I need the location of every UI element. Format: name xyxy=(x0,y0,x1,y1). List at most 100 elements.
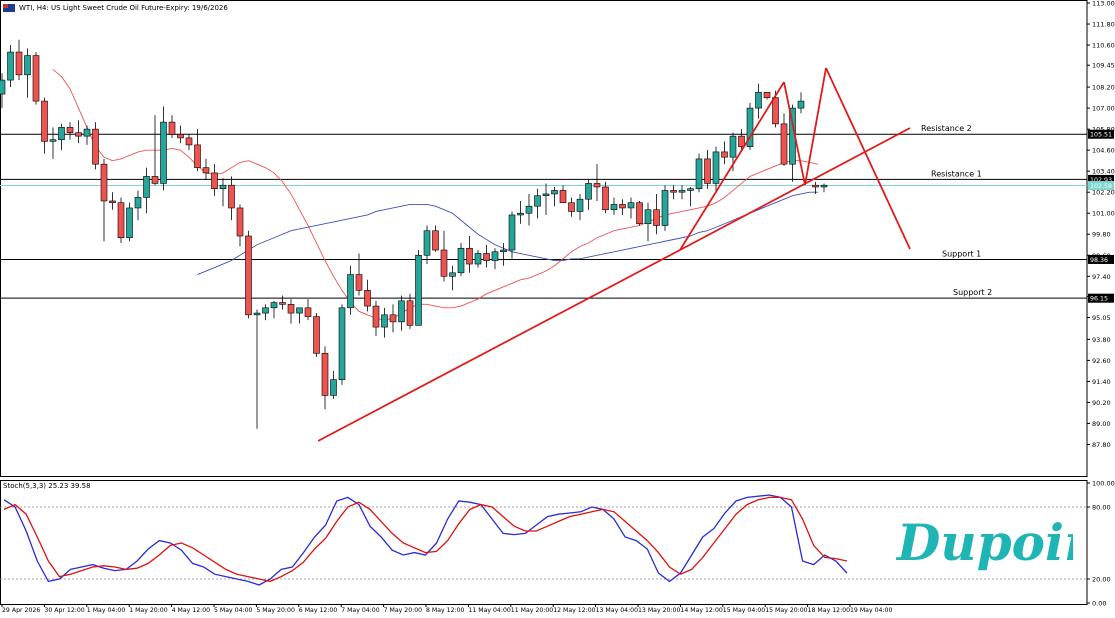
candle-body xyxy=(406,300,414,326)
price-tag-label: 96.15 xyxy=(1090,296,1108,303)
y-tick-label: 93.80 xyxy=(1092,336,1111,344)
candle-body xyxy=(398,300,405,323)
candle-body xyxy=(525,205,533,214)
candle-body xyxy=(636,202,643,225)
candle-body xyxy=(721,151,728,158)
candle-body xyxy=(670,190,677,193)
candle-body xyxy=(287,304,295,314)
candle-body xyxy=(746,107,754,147)
candle-body xyxy=(593,183,601,188)
candle-body xyxy=(704,158,711,184)
x-tick-label: 1 May 04:00 xyxy=(87,607,126,614)
candle-body xyxy=(372,305,380,328)
candle-body xyxy=(712,151,720,184)
candle-body xyxy=(236,207,244,237)
x-tick-label: 7 May 04:00 xyxy=(341,607,380,614)
candle-body xyxy=(168,121,176,135)
x-tick-label: 4 May 12:00 xyxy=(172,607,211,614)
y-tick-label: 105.80 xyxy=(1092,126,1115,134)
candle-body xyxy=(41,100,48,142)
flag-icon xyxy=(3,4,15,12)
candle-body xyxy=(653,209,660,226)
x-tick-label: 5 May 20:00 xyxy=(256,607,295,614)
x-tick-label: 12 May 12:00 xyxy=(553,607,595,614)
candle-body xyxy=(15,51,23,76)
price-tag xyxy=(1088,293,1114,303)
y-tick-label: 104.60 xyxy=(1092,147,1115,155)
candle-body xyxy=(313,316,320,354)
x-tick-label: 11 May 20:00 xyxy=(511,607,553,614)
candle-body xyxy=(678,190,686,193)
y-tick-label: 102.20 xyxy=(1092,189,1115,197)
x-tick-label: 15 May 20:00 xyxy=(765,607,807,614)
y-tick-label: 107.00 xyxy=(1092,105,1115,113)
candle-body xyxy=(415,254,422,326)
candle-body xyxy=(338,307,346,380)
x-tick-label: 29 Apr 2026 xyxy=(2,607,40,614)
candle-body xyxy=(117,202,125,239)
y-tick-label: 101.00 xyxy=(1092,210,1115,218)
candle-body xyxy=(738,135,745,147)
candle-body xyxy=(0,79,6,95)
y-tick-label: 103.40 xyxy=(1092,168,1115,176)
candle-body xyxy=(661,190,669,226)
stoch-signal-line xyxy=(3,496,848,583)
main-plot-frame xyxy=(0,0,1088,477)
candle-body xyxy=(262,307,269,314)
x-tick-label: 14 May 12:00 xyxy=(680,607,722,614)
candle-body xyxy=(330,379,337,396)
candle-body xyxy=(24,55,31,76)
candle-body xyxy=(491,251,499,261)
candle-body xyxy=(449,272,456,277)
candle-body xyxy=(610,204,618,211)
candle-body xyxy=(508,214,516,251)
price-tag-label: 98.36 xyxy=(1090,257,1108,264)
candle-body xyxy=(245,235,252,316)
candle-body xyxy=(143,176,150,198)
y-tick-label: 95.05 xyxy=(1092,314,1111,322)
candle-body xyxy=(820,184,828,188)
level-label: Resistance 1 xyxy=(931,169,982,178)
candle-body xyxy=(440,249,448,277)
stoch-y-tick-label: 0.00 xyxy=(1092,600,1106,608)
stochastic-label: Stoch(5,3,3) 25.23 39.58 xyxy=(3,482,91,490)
x-tick-label: 8 May 12:00 xyxy=(426,607,465,614)
symbol-label: WTI, H4: xyxy=(19,4,49,12)
stoch-y-tick-label: 20.00 xyxy=(1092,576,1111,584)
x-tick-label: 19 May 04:00 xyxy=(850,607,892,614)
x-tick-label: 30 Apr 12:00 xyxy=(44,607,84,614)
candle-body xyxy=(253,312,261,316)
trendline xyxy=(679,127,911,251)
candle-body xyxy=(66,127,74,133)
candle-body xyxy=(321,353,329,396)
candle-body xyxy=(134,197,142,209)
y-tick-label: 97.40 xyxy=(1092,273,1111,281)
y-tick-label: 92.60 xyxy=(1092,357,1111,365)
candle-body xyxy=(49,139,57,142)
stoch-y-tick-label: 100.00 xyxy=(1092,480,1115,488)
candle-body xyxy=(7,51,14,81)
candle-body xyxy=(58,127,65,140)
candle-body xyxy=(457,247,465,274)
candle-body xyxy=(202,167,210,174)
candle-body xyxy=(755,92,762,109)
y-tick-label: 109.45 xyxy=(1092,62,1115,70)
price-tag-label: 105.51 xyxy=(1090,132,1112,139)
candle-body xyxy=(474,253,482,265)
candle-body xyxy=(534,195,541,207)
y-tick-label: 91.40 xyxy=(1092,378,1111,386)
candle-body xyxy=(559,190,567,204)
price-tag xyxy=(1088,174,1114,184)
y-tick-label: 110.60 xyxy=(1092,42,1115,50)
y-tick-label: 87.80 xyxy=(1092,441,1111,449)
y-tick-label: 90.20 xyxy=(1092,399,1111,407)
x-tick-label: 7 May 20:00 xyxy=(384,607,423,614)
x-tick-label: 13 May 20:00 xyxy=(638,607,680,614)
symbol-description: US Light Sweet Crude Oil Future-Expiry: … xyxy=(51,4,228,12)
x-tick-label: 13 May 04:00 xyxy=(596,607,638,614)
level-label: Support 1 xyxy=(942,249,981,258)
y-tick-label: 108.20 xyxy=(1092,84,1115,92)
candle-body xyxy=(109,200,116,204)
candle-body xyxy=(517,212,524,216)
